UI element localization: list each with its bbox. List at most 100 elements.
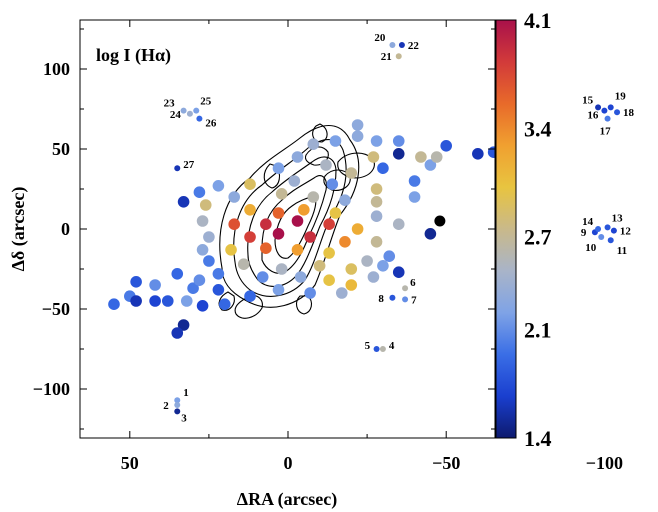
- region-point: [323, 218, 335, 230]
- region-point: [260, 218, 272, 230]
- nucleus-marker: [434, 215, 446, 227]
- region-point: [377, 260, 389, 272]
- region-point: [326, 178, 339, 190]
- point-label: 24: [170, 109, 182, 121]
- y-tick-label: −50: [42, 299, 70, 319]
- labeled-point: [174, 408, 181, 415]
- region-point: [329, 207, 342, 219]
- region-point: [149, 295, 161, 307]
- region-point: [199, 199, 212, 211]
- labeled-point: [610, 227, 617, 234]
- region-point: [130, 276, 142, 288]
- labeled-point: [174, 397, 181, 404]
- point-label: 12: [620, 226, 632, 238]
- labeled-point: [193, 107, 200, 114]
- region-point: [244, 204, 256, 216]
- chart-title: log I (Hα): [96, 45, 171, 66]
- colorbar-tick-label: 3.4: [524, 116, 552, 141]
- region-point: [244, 290, 256, 303]
- labeled-point: [395, 53, 402, 60]
- labeled-point: [604, 224, 611, 231]
- region-point: [272, 162, 285, 174]
- region-point: [370, 236, 383, 248]
- region-point: [351, 130, 364, 142]
- labeled-point: [595, 226, 602, 232]
- point-label: 17: [600, 126, 612, 138]
- region-point: [171, 327, 184, 339]
- labeled-point: [402, 285, 409, 292]
- point-label: 15: [582, 94, 594, 106]
- region-point: [180, 295, 193, 307]
- x-tick-label: −100: [586, 453, 623, 473]
- point-label: 23: [164, 98, 176, 110]
- region-point: [171, 268, 184, 280]
- point-label: 5: [365, 340, 371, 352]
- point-label: 19: [615, 90, 627, 102]
- region-point: [392, 135, 405, 147]
- region-point: [272, 207, 285, 219]
- point-label: 3: [181, 412, 187, 424]
- point-label: 6: [410, 277, 416, 289]
- y-axis-title: Δδ (arcsec): [8, 187, 29, 272]
- region-point: [345, 263, 358, 275]
- region-point: [304, 287, 316, 299]
- point-label: 27: [183, 159, 195, 171]
- region-point: [177, 196, 190, 208]
- region-point: [323, 274, 335, 287]
- labeled-point: [196, 115, 203, 122]
- labeled-point: [601, 107, 608, 114]
- colorbar-tick-label: 2.7: [524, 225, 552, 250]
- region-point: [323, 247, 335, 259]
- region-point: [203, 255, 215, 267]
- region-point: [345, 279, 358, 291]
- point-label: 16: [587, 110, 599, 122]
- region-point: [193, 274, 206, 287]
- region-point: [440, 140, 453, 152]
- labeled-point: [180, 107, 187, 114]
- point-label: 10: [585, 242, 597, 254]
- region-point: [237, 258, 250, 271]
- region-point: [149, 279, 161, 291]
- region-point: [228, 191, 241, 203]
- region-point: [177, 319, 190, 331]
- point-label: 4: [389, 340, 395, 352]
- point-label: 20: [374, 32, 386, 44]
- region-point: [307, 138, 320, 150]
- colorbar-tick-label: 2.1: [524, 318, 552, 343]
- region-point: [228, 218, 241, 230]
- region-point: [212, 180, 225, 192]
- y-tick-label: −100: [33, 379, 70, 399]
- region-point: [225, 244, 237, 256]
- region-point: [370, 135, 383, 147]
- labeled-point: [389, 42, 396, 48]
- y-tick-label: 100: [43, 59, 70, 79]
- region-point: [244, 231, 256, 243]
- region-point: [424, 228, 437, 240]
- region-point: [383, 250, 396, 262]
- point-label: 21: [381, 51, 392, 63]
- colorbar-tick-label: 4.1: [524, 8, 552, 33]
- labeled-point: [373, 346, 380, 352]
- labeled-point: [614, 109, 621, 116]
- region-point: [415, 151, 427, 163]
- region-point: [320, 159, 332, 171]
- y-tick-label: 50: [52, 139, 70, 159]
- x-tick-label: 50: [121, 453, 139, 473]
- labeled-point: [379, 346, 386, 352]
- region-point: [392, 148, 405, 160]
- labeled-point: [598, 234, 605, 240]
- region-point: [256, 271, 269, 283]
- labeled-point: [398, 42, 405, 48]
- labeled-point: [174, 402, 181, 408]
- point-label: 8: [378, 293, 384, 305]
- region-point: [291, 215, 304, 227]
- point-label: 1: [183, 387, 189, 399]
- region-point: [291, 151, 304, 163]
- region-point: [367, 271, 380, 283]
- point-label: 25: [200, 96, 212, 108]
- labeled-point: [389, 294, 396, 301]
- axis-ticks: [80, 20, 495, 438]
- region-point: [196, 215, 209, 227]
- region-point: [260, 242, 272, 254]
